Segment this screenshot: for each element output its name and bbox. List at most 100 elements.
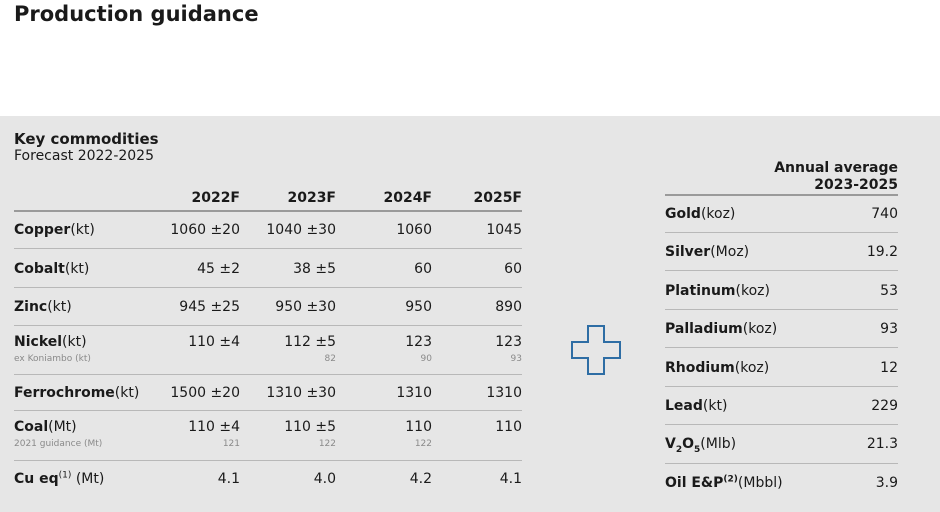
table-cell: 890 <box>495 299 522 315</box>
table-cell: 60 <box>414 261 432 277</box>
annual-row-name: Platinum <box>665 283 736 299</box>
row-name: Ferrochrome <box>14 385 115 401</box>
row-name: Cu eq <box>14 471 59 487</box>
table-cell: 1040 ±30 <box>266 222 336 238</box>
annual-row-unit: (kt) <box>702 398 728 414</box>
row-label-coal: Coal(Mt) <box>14 418 77 436</box>
annual-row-unit: (Moz) <box>710 244 750 260</box>
plus-icon <box>571 325 621 375</box>
annual-row-unit: (Mbbl) <box>737 475 783 491</box>
annual-header-line2: 2023-2025 <box>814 177 898 193</box>
annual-row-label: Silver(Moz) <box>665 243 749 261</box>
row-note-value: 122 <box>414 439 432 449</box>
column-header-2023f: 2023F <box>287 190 336 206</box>
annual-row-divider <box>665 347 898 348</box>
table-cell: 950 <box>405 299 432 315</box>
annual-row-unit: (koz) <box>735 283 770 299</box>
table-cell: 123 <box>495 334 522 350</box>
table-cell: 1310 ±30 <box>266 385 336 401</box>
table-cell: 945 ±25 <box>179 299 240 315</box>
row-name: Coal <box>14 419 49 435</box>
annual-row-divider <box>665 424 898 425</box>
annual-row-value: 53 <box>880 283 898 299</box>
row-name: Nickel <box>14 334 63 350</box>
annual-row-value: 229 <box>871 398 898 414</box>
annual-row-label: V2O5(Mlb) <box>665 435 737 455</box>
table-cell: 1310 <box>486 385 522 401</box>
annual-row-value: 19.2 <box>866 244 898 260</box>
row-divider <box>14 374 522 375</box>
table-cell: 4.2 <box>409 471 432 487</box>
row-divider <box>14 325 522 326</box>
row-label-ferrochrome: Ferrochrome(kt) <box>14 384 139 402</box>
row-unit: (Mt) <box>71 471 105 487</box>
row-note-value: 122 <box>318 439 336 449</box>
annual-row-unit: (koz) <box>742 321 778 337</box>
row-note-value: 93 <box>510 354 522 364</box>
row-label-copper: Copper(kt) <box>14 221 95 239</box>
annual-row-label: Platinum(koz) <box>665 282 770 300</box>
annual-row-unit: (koz) <box>734 360 770 376</box>
annual-header-rule <box>665 194 898 196</box>
row-unit: (kt) <box>64 261 90 277</box>
subscript: 5 <box>694 444 701 455</box>
row-unit: (kt) <box>62 334 87 350</box>
table-cell: 1045 <box>486 222 522 238</box>
commodities-panel <box>0 116 940 512</box>
row-note-value: 121 <box>222 439 240 449</box>
table-cell: 112 ±5 <box>284 334 336 350</box>
subscript: 2 <box>675 444 683 455</box>
annual-row-name: V2O5 <box>665 436 701 455</box>
row-divider <box>14 248 522 249</box>
table-cell: 110 ±4 <box>188 334 240 350</box>
table-cell: 110 <box>405 419 432 435</box>
column-header-2024f: 2024F <box>383 190 432 206</box>
row-name: Copper <box>14 222 71 238</box>
table-cell: 4.1 <box>499 471 522 487</box>
column-header-2025f: 2025F <box>473 190 522 206</box>
table-cell: 110 ±4 <box>188 419 240 435</box>
table-cell: 1060 <box>396 222 432 238</box>
row-label-nickel: Nickel(kt) <box>14 333 87 351</box>
row-divider <box>14 410 522 411</box>
annual-average-header: Annual average 2023-2025 <box>700 160 898 194</box>
annual-row-divider <box>665 270 898 271</box>
annual-row-name: Palladium <box>665 321 743 337</box>
row-name: Cobalt <box>14 261 65 277</box>
row-divider <box>14 287 522 288</box>
annual-row-label: Palladium(koz) <box>665 320 777 338</box>
row-note-label: 2021 guidance (Mt) <box>14 439 103 449</box>
table-cell: 38 ±5 <box>293 261 336 277</box>
annual-row-name: Lead <box>665 398 703 414</box>
footnote-marker: (2) <box>723 474 738 485</box>
panel-subtitle: Forecast 2022-2025 <box>14 148 154 164</box>
annual-row-label: Lead(kt) <box>665 397 727 415</box>
column-header-2022f: 2022F <box>191 190 240 206</box>
annual-row-value: 740 <box>871 206 898 222</box>
row-note-value: 90 <box>420 354 432 364</box>
row-unit: (kt) <box>70 222 95 238</box>
annual-row-label: Gold(koz) <box>665 205 735 223</box>
annual-row-name: Oil E&P(2) <box>665 474 738 491</box>
table-cell: 45 ±2 <box>197 261 240 277</box>
row-label-cobalt: Cobalt(kt) <box>14 260 89 278</box>
table-cell: 110 ±5 <box>284 419 336 435</box>
row-name: Zinc <box>14 299 48 315</box>
row-unit: (kt) <box>47 299 72 315</box>
annual-row-unit: (Mlb) <box>700 436 737 452</box>
footnote-marker: (1) <box>58 470 72 481</box>
row-divider <box>14 460 522 461</box>
annual-row-unit: (koz) <box>700 206 736 222</box>
annual-row-value: 12 <box>880 360 898 376</box>
table-cell: 110 <box>495 419 522 435</box>
table-cell: 1310 <box>396 385 432 401</box>
table-cell: 123 <box>405 334 432 350</box>
row-label-cu-eq: Cu eq(1) (Mt) <box>14 470 104 488</box>
table-cell: 60 <box>504 261 522 277</box>
annual-row-label: Rhodium(koz) <box>665 359 769 377</box>
annual-row-divider <box>665 386 898 387</box>
row-label-zinc: Zinc(kt) <box>14 298 72 316</box>
row-unit: (Mt) <box>48 419 77 435</box>
annual-header-line1: Annual average <box>774 160 898 176</box>
annual-row-name: Silver <box>665 244 711 260</box>
